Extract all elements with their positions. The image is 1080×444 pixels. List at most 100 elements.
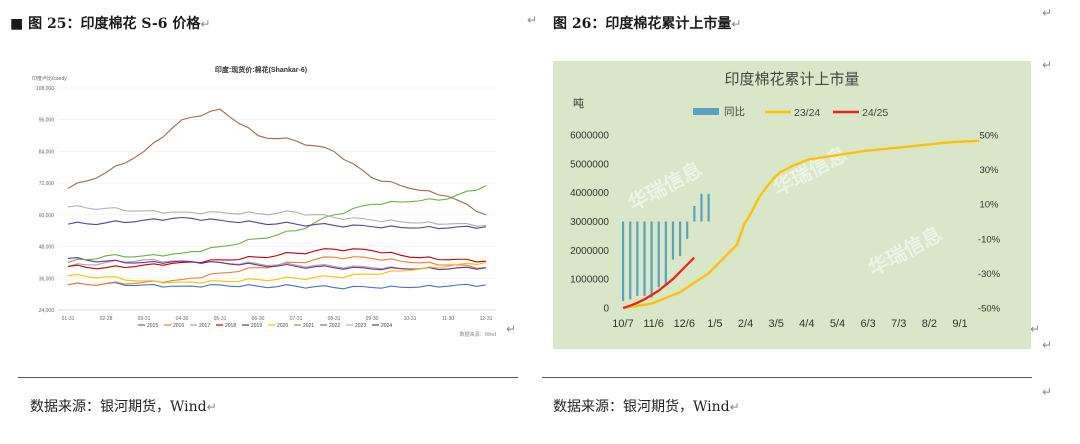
legend-label: 2021 [303, 323, 314, 329]
series-line-2016 [67, 256, 487, 286]
legend-swatch [693, 108, 719, 115]
legend-label: 2015 [147, 323, 158, 329]
legend-label: 2018 [225, 323, 236, 329]
y-tick-label: 72,000 [39, 181, 55, 187]
y-left-tick-label: 3000000 [570, 217, 609, 228]
series-line-2024 [67, 216, 487, 230]
right-divider [542, 377, 1032, 378]
x-tick-label: 11-30 [442, 316, 455, 322]
series-line-2019 [67, 256, 487, 271]
yoy-bar [636, 221, 639, 296]
legend-label: 2023 [355, 323, 366, 329]
legend-label: 2020 [277, 323, 288, 329]
yoy-bar [700, 193, 703, 222]
y-left-tick-label: 5000000 [570, 159, 609, 170]
y-right-tick-label: -10% [978, 234, 1001, 245]
legend-label: 2022 [329, 323, 340, 329]
left-figure-title: ■ 图 25：印度棉花 S-6 价格↵ [10, 16, 211, 32]
x-tick-label: 7/3 [891, 318, 906, 330]
x-tick-label: 2/4 [738, 318, 753, 330]
return-mark-icon: ↵ [200, 17, 211, 31]
y-tick-label: 36,000 [39, 276, 55, 282]
y-right-tick-label: 50% [979, 131, 999, 142]
x-tick-label: 03-31 [138, 316, 151, 322]
y-tick-label: 84,000 [39, 149, 55, 155]
chart-source-note: 数据来源：Wind [460, 331, 497, 338]
series-line-2021 [67, 185, 487, 263]
y-left-tick-label: 1000000 [570, 275, 609, 286]
x-tick-label: 12-31 [480, 316, 493, 322]
legend-label: 2017 [199, 323, 210, 329]
return-mark-icon: ↵ [1042, 58, 1053, 72]
x-tick-label: 06-30 [252, 316, 265, 322]
watermark-logo: 华瑞信息 [864, 222, 946, 281]
chart-title: 印度棉花累计上市量 [724, 71, 859, 88]
yoy-bar [622, 221, 625, 302]
yoy-bar [629, 221, 632, 300]
legend-label: 2024 [381, 323, 392, 329]
y-tick-label: 96,000 [39, 118, 55, 124]
x-tick-label: 10/7 [612, 318, 633, 330]
return-mark-icon: ↵ [206, 400, 217, 414]
yoy-bar [693, 205, 696, 222]
y-left-tick-label: 0 [603, 304, 609, 315]
yoy-bar [643, 221, 646, 296]
y-tick-label: 60,000 [39, 213, 55, 219]
x-tick-label: 10-31 [404, 316, 417, 322]
return-mark-icon: ↵ [527, 13, 538, 27]
series-line-2018 [67, 248, 487, 270]
left-source: 数据来源：银河期货，Wind↵ [30, 399, 217, 415]
return-mark-icon: ↵ [1030, 322, 1041, 336]
y-right-tick-label: 10% [979, 200, 999, 211]
yoy-bar [650, 221, 653, 298]
x-tick-label: 01-31 [62, 316, 75, 322]
yoy-bar [664, 221, 667, 284]
return-mark-icon: ↵ [731, 17, 742, 31]
right-chart: 印度棉花累计上市量吨同比 23/24 24/25 0 1000000 2000000 300… [553, 61, 1031, 349]
series-line-2425 [622, 256, 696, 310]
left-divider [18, 377, 518, 378]
legend-label: 2016 [173, 323, 184, 329]
y-left-tick-label: 6000000 [570, 131, 609, 142]
x-tick-label: 05-31 [214, 316, 227, 322]
yoy-bar [671, 221, 675, 260]
return-mark-icon: ↵ [1042, 385, 1053, 399]
x-tick-label: 04-30 [176, 316, 189, 322]
chart-title: 印度:现货价:棉花(Shankar-6) [215, 65, 307, 74]
x-tick-label: 07-31 [290, 316, 303, 322]
x-tick-label: 12/6 [674, 318, 695, 330]
y-right-tick-label: 30% [979, 165, 999, 176]
y-left-tick-label: 2000000 [570, 246, 609, 257]
yoy-bar [686, 221, 689, 239]
y-right-tick-label: -50% [978, 304, 1001, 315]
yoy-bar [707, 193, 710, 222]
legend-label: 23/24 [794, 107, 820, 119]
x-tick-label: 9/1 [952, 318, 967, 330]
left-chart-svg: 印度:现货价:棉花(Shankar-6) 印度卢比/candy 24,000 36,0… [32, 65, 497, 338]
x-tick-label: 02-28 [100, 316, 113, 322]
legend-label: 24/25 [862, 107, 888, 119]
x-tick-label: 4/4 [799, 318, 814, 330]
y-tick-label: 48,000 [39, 245, 55, 251]
legend-label: 同比 [724, 105, 745, 118]
y-left-tick-label: 4000000 [570, 188, 609, 199]
x-tick-label: 8/2 [922, 318, 937, 330]
x-tick-label: 09-30 [366, 316, 379, 322]
series-line-2020 [67, 261, 487, 284]
series-line-2022 [67, 108, 487, 216]
y-tick-label: 108,000 [36, 86, 54, 92]
series-line-2324 [622, 139, 980, 310]
x-tick-label: 1/5 [707, 318, 722, 330]
x-tick-label: 5/4 [830, 318, 845, 330]
x-tick-label: 11/6 [643, 318, 664, 330]
left-chart: 印度:现货价:棉花(Shankar-6) 印度卢比/candy 24,000 36,0… [18, 58, 504, 342]
y-axis-label: 印度卢比/candy [32, 75, 67, 82]
bullet-icon: ■ [10, 16, 29, 32]
right-source: 数据来源：银河期货，Wind↵ [553, 399, 740, 415]
return-mark-icon: ↵ [506, 322, 517, 336]
yoy-bar [679, 221, 682, 257]
return-mark-icon: ↵ [1042, 338, 1053, 352]
yoy-bar [657, 221, 660, 288]
x-tick-label: 6/3 [860, 318, 875, 330]
